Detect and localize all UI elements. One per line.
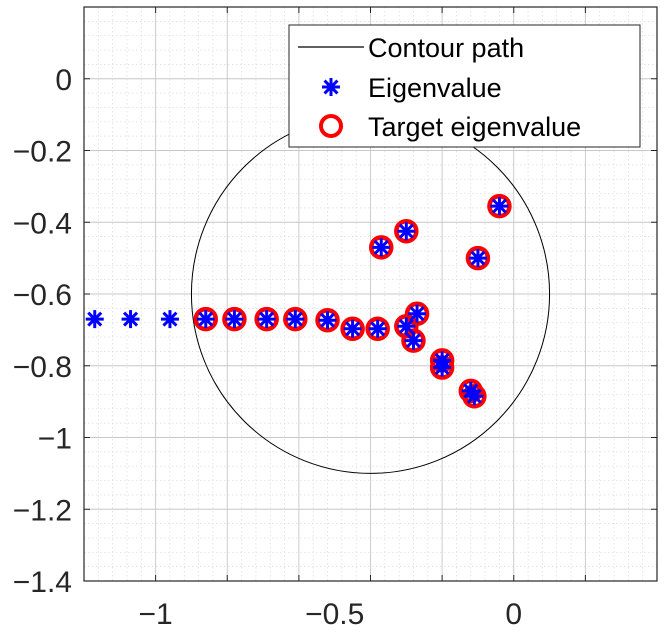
star-stroke [398,223,414,239]
legend-box [288,24,641,148]
star-stroke [466,388,482,404]
star-stroke [198,311,214,327]
legend-eigenvalue-label: Eigenvalue [368,73,502,103]
y-tick-label: 0 [55,64,72,97]
star-stroke [123,311,139,327]
axis-ticks [83,6,658,582]
legend: Contour path Eigenvalue Target eigenvalu… [288,24,641,148]
target-eigenvalue-point [340,316,365,342]
target-eigenvalue-point [365,316,390,342]
star-stroke [259,311,275,327]
y-tick-labels: 0 −0.2 −0.4 −0.6 −0.8 −1 −1.2 −1.4 [13,64,72,599]
star-stroke [398,318,414,334]
eigenvalue-point [196,310,215,329]
eigenvalue-point [397,222,416,241]
target-eigenvalue-point [404,301,430,326]
eigenvalue-point [368,319,387,338]
y-tick-label: −0.4 [13,207,72,240]
star-stroke [373,239,389,255]
y-tick-label: −1.2 [13,494,72,527]
eigenvalue-point [490,197,509,216]
eigenvalue-point [286,310,305,329]
target-eigenvalue-point [222,306,247,332]
eigenvalue-point [257,310,276,329]
star-stroke [162,311,178,327]
eigenvalue-point [318,311,337,330]
legend-star-icon [322,78,340,96]
eigenvalue-point [397,317,416,336]
eigenvalue-markers [85,197,509,406]
eigenvalue-point [468,249,487,268]
star-stroke [345,321,361,337]
star-stroke [323,79,339,95]
eigenvalue-point [433,358,452,377]
target-eigenvalue-point [394,218,419,244]
eigenvalue-point [85,310,104,329]
star-stroke [226,311,242,327]
eigenvalue-point [121,310,140,329]
x-tick-label: 0 [505,598,522,631]
y-tick-label: −0.8 [13,351,72,384]
target-eigenvalue-point [487,193,512,219]
x-tick-label: −1 [139,598,173,631]
target-eigenvalue-point [193,306,219,332]
eigenvalue-point [372,238,391,257]
target-eigenvalue-point [401,328,426,353]
star-stroke [434,360,450,376]
eigenvalue-point [160,310,179,329]
legend-contour-label: Contour path [368,33,524,63]
star-stroke [405,333,422,349]
target-eigenvalue-point [315,307,340,333]
eigenvalue-point [465,387,484,406]
target-eigenvalue-point [368,235,394,260]
target-eigenvalue-point [254,306,279,332]
target-eigenvalue-point [465,245,491,271]
legend-eigenvalue-swatch [322,78,340,96]
y-tick-label: −1 [38,423,72,456]
y-tick-label: −1.4 [13,566,72,599]
star-stroke [470,250,486,266]
star-stroke [319,312,336,328]
eigenvalue-point [408,304,427,323]
y-tick-label: −0.6 [13,279,72,312]
legend-target-label: Target eigenvalue [368,112,581,142]
star-stroke [287,311,303,327]
y-tick-label: −0.2 [13,136,72,169]
target-eigenvalue-point [283,306,308,332]
eigenvalue-point [343,319,362,338]
x-tick-labels: −1 −0.5 0 [139,598,523,631]
star-stroke [491,198,507,214]
star-stroke [409,306,425,322]
legend-target-swatch [319,114,343,138]
star-stroke [87,311,103,327]
x-tick-label: −0.5 [305,598,364,631]
eigenvalue-point [404,331,423,350]
eigenvalue-point [225,310,244,329]
star-stroke [370,321,386,337]
